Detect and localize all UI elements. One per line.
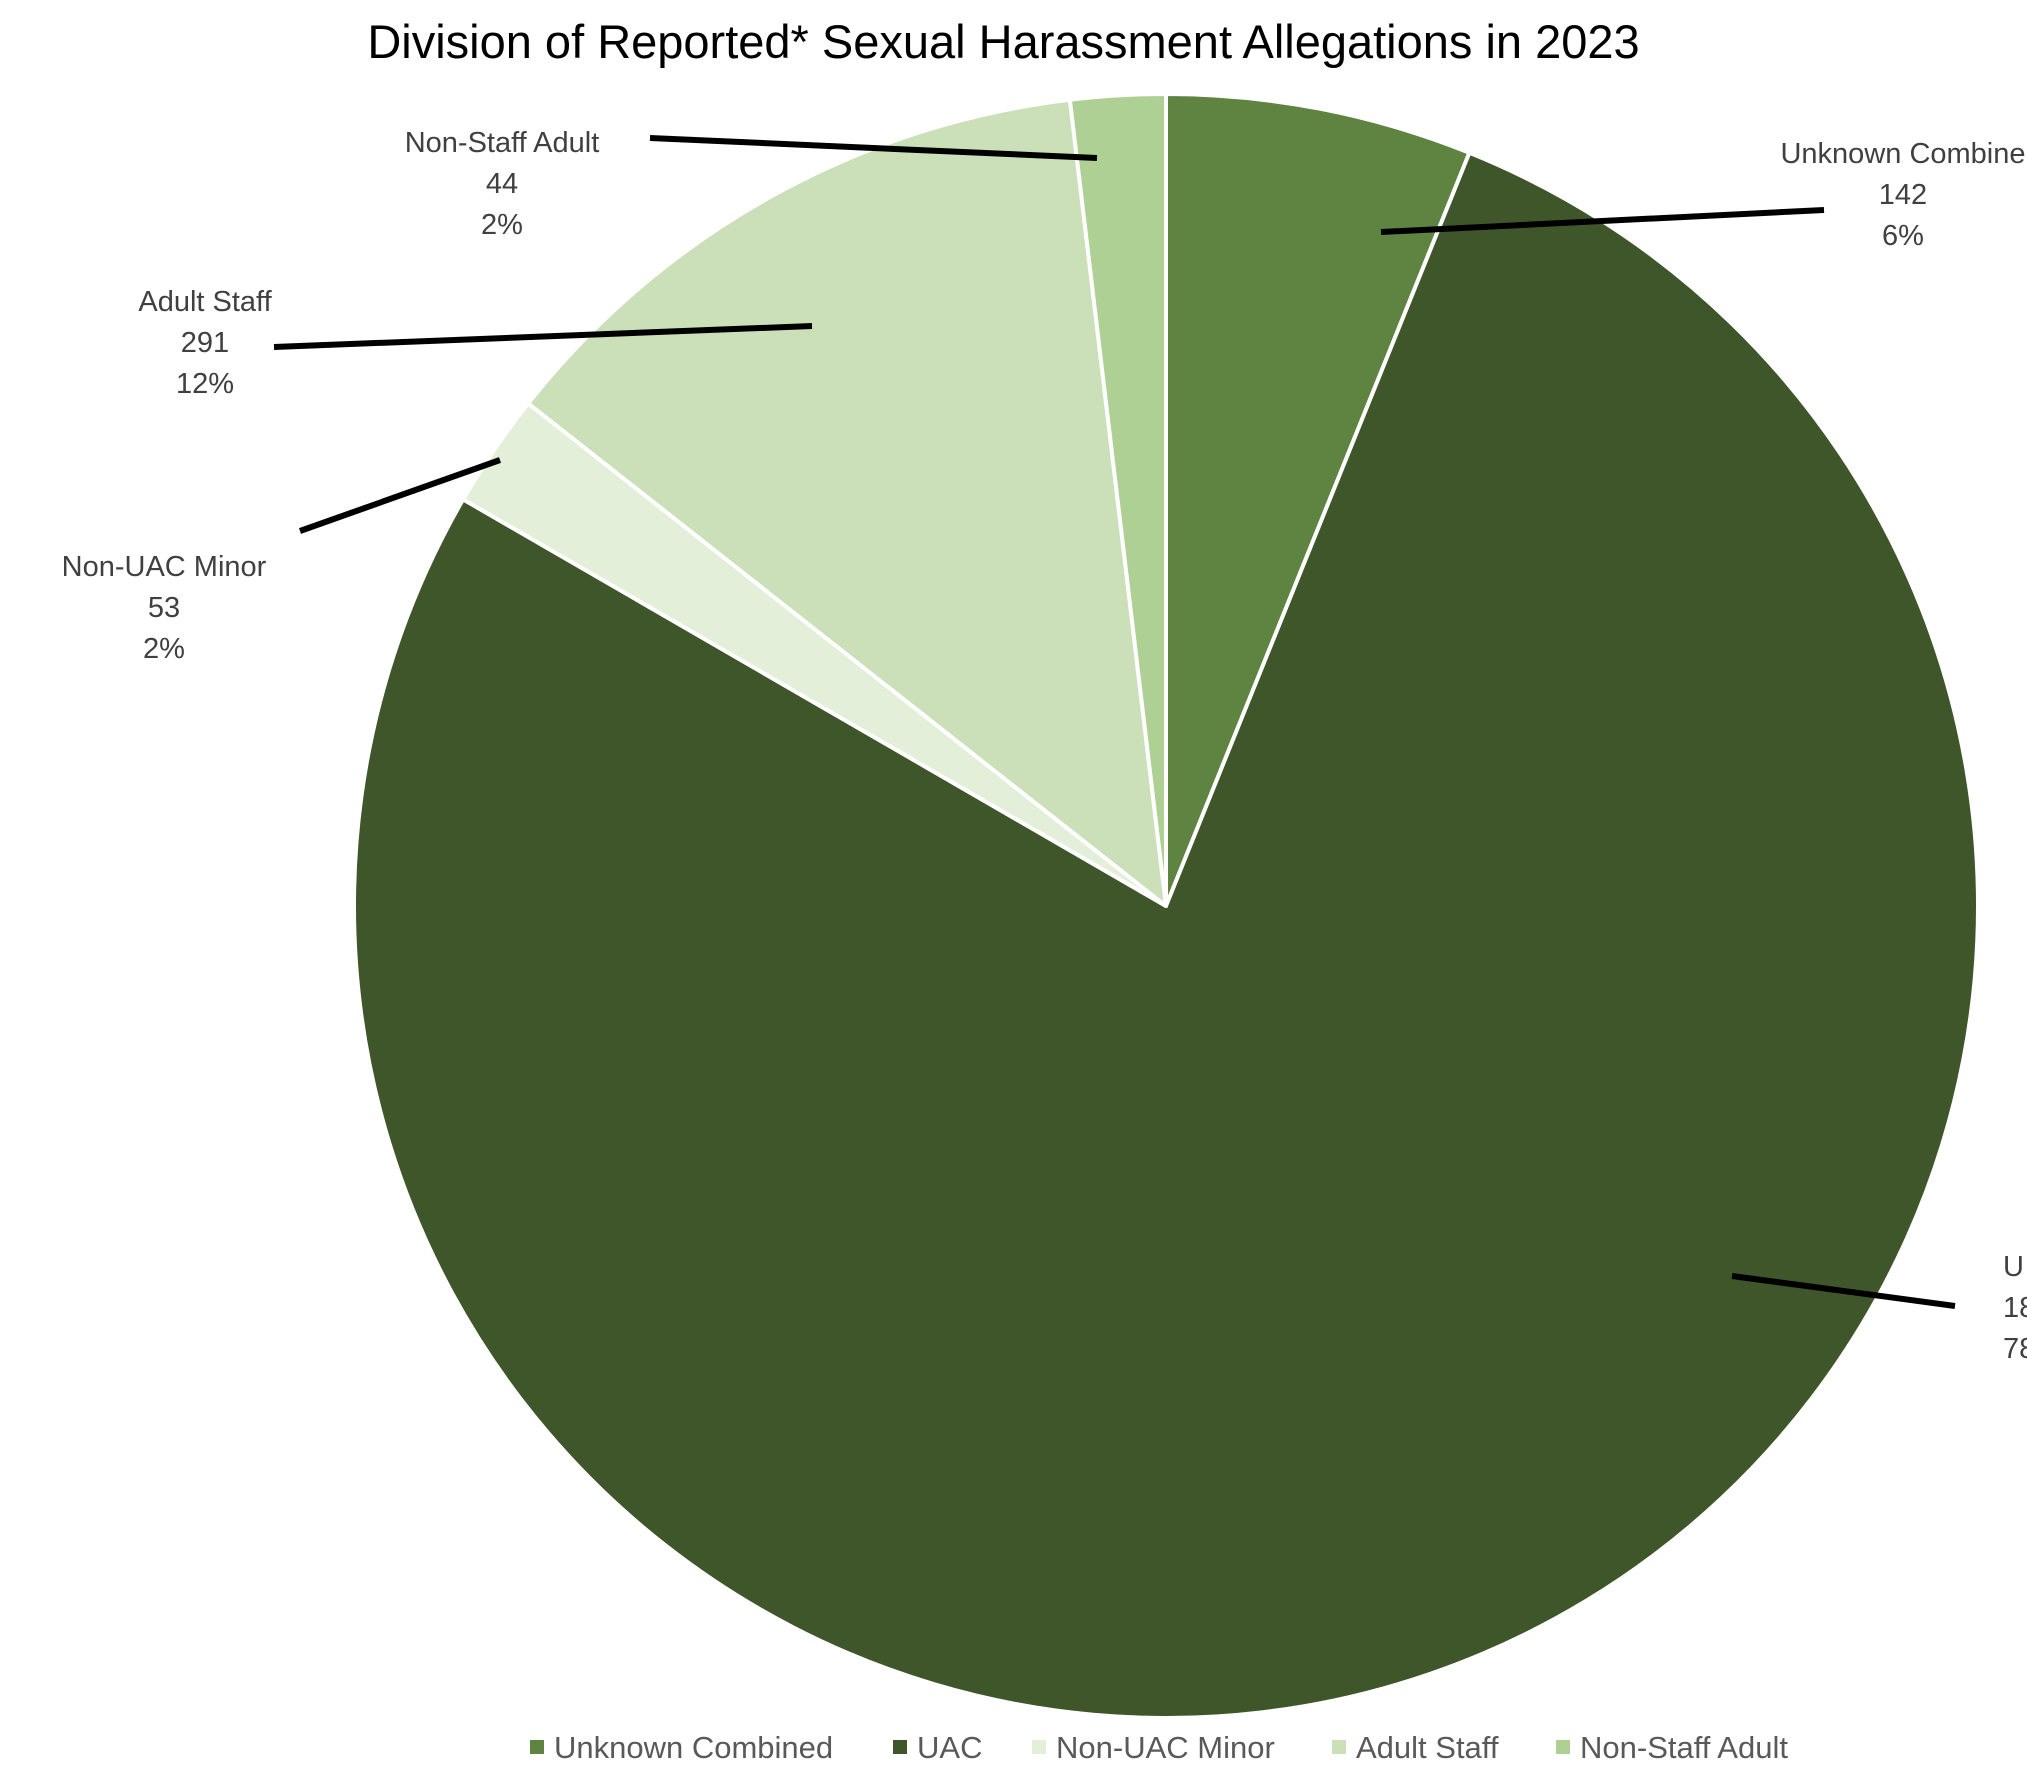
- legend-label-non-staff-adult: Non-Staff Adult: [1580, 1730, 1788, 1765]
- legend-swatch-non-uac-minor: [1032, 1740, 1046, 1754]
- leader-lines: [273, 135, 1956, 1309]
- legend-label-adult-staff: Adult Staff: [1356, 1730, 1499, 1765]
- data-labels: Unknown Combine 142 6% U 18 78 Non-UAC Minor 53…: [62, 127, 2027, 1365]
- legend-label-unknown-combined: Unknown Combined: [554, 1730, 833, 1765]
- legend-item-non-uac-minor: Non-UAC Minor: [1032, 1730, 1275, 1765]
- data-label-name-non-staff-adult: Non-Staff Adult: [405, 127, 600, 159]
- data-label-value-unknown-combined: 142: [1879, 179, 1927, 211]
- legend-label-uac: UAC: [917, 1730, 982, 1765]
- legend-label-non-uac-minor: Non-UAC Minor: [1056, 1730, 1275, 1765]
- data-label-percent-non-uac-minor: 2%: [143, 633, 185, 665]
- leader-line-uac: [1731, 1273, 1956, 1309]
- legend-item-uac: UAC: [893, 1730, 982, 1765]
- pie-slice-unknown-combined: [1164, 92, 1472, 908]
- leader-line-unknown-combined: [1380, 207, 1825, 235]
- legend-swatch-unknown-combined: [530, 1740, 544, 1754]
- pie-slice-uac: [352, 150, 1980, 1720]
- data-label-name-unknown-combined: Unknown Combine: [1780, 138, 2025, 170]
- data-label-percent-unknown-combined: 6%: [1882, 220, 1924, 252]
- legend: Unknown Combined UAC Non-UAC Minor Adult St…: [530, 1730, 1788, 1765]
- legend-item-adult-staff: Adult Staff: [1332, 1730, 1499, 1765]
- legend-item-non-staff-adult: Non-Staff Adult: [1556, 1730, 1788, 1765]
- pie-slices: [352, 92, 1980, 1720]
- data-label-percent-non-staff-adult: 2%: [481, 209, 523, 241]
- data-label-name-non-uac-minor: Non-UAC Minor: [62, 551, 267, 583]
- data-label-value-adult-staff: 291: [181, 327, 229, 359]
- leader-line-non-uac-minor: [298, 457, 502, 534]
- legend-item-unknown-combined: Unknown Combined: [530, 1730, 833, 1765]
- pie-slice-adult-staff: [526, 97, 1168, 908]
- data-label-name-uac: U: [2003, 1251, 2024, 1283]
- leader-line-non-staff-adult: [649, 135, 1098, 161]
- leader-line-adult-staff: [273, 323, 813, 350]
- pie-slice-non-staff-adult: [1067, 92, 1168, 908]
- data-label-value-uac: 18: [2003, 1292, 2027, 1324]
- legend-swatch-adult-staff: [1332, 1740, 1346, 1754]
- data-label-name-adult-staff: Adult Staff: [138, 286, 272, 318]
- chart-title: Division of Reported* Sexual Harassment …: [367, 15, 1640, 68]
- data-label-value-non-uac-minor: 53: [148, 592, 180, 624]
- data-label-percent-uac: 78: [2003, 1333, 2027, 1365]
- legend-swatch-non-staff-adult: [1556, 1740, 1570, 1754]
- legend-swatch-uac: [893, 1740, 907, 1754]
- data-label-percent-adult-staff: 12%: [176, 368, 234, 400]
- data-label-value-non-staff-adult: 44: [486, 168, 518, 200]
